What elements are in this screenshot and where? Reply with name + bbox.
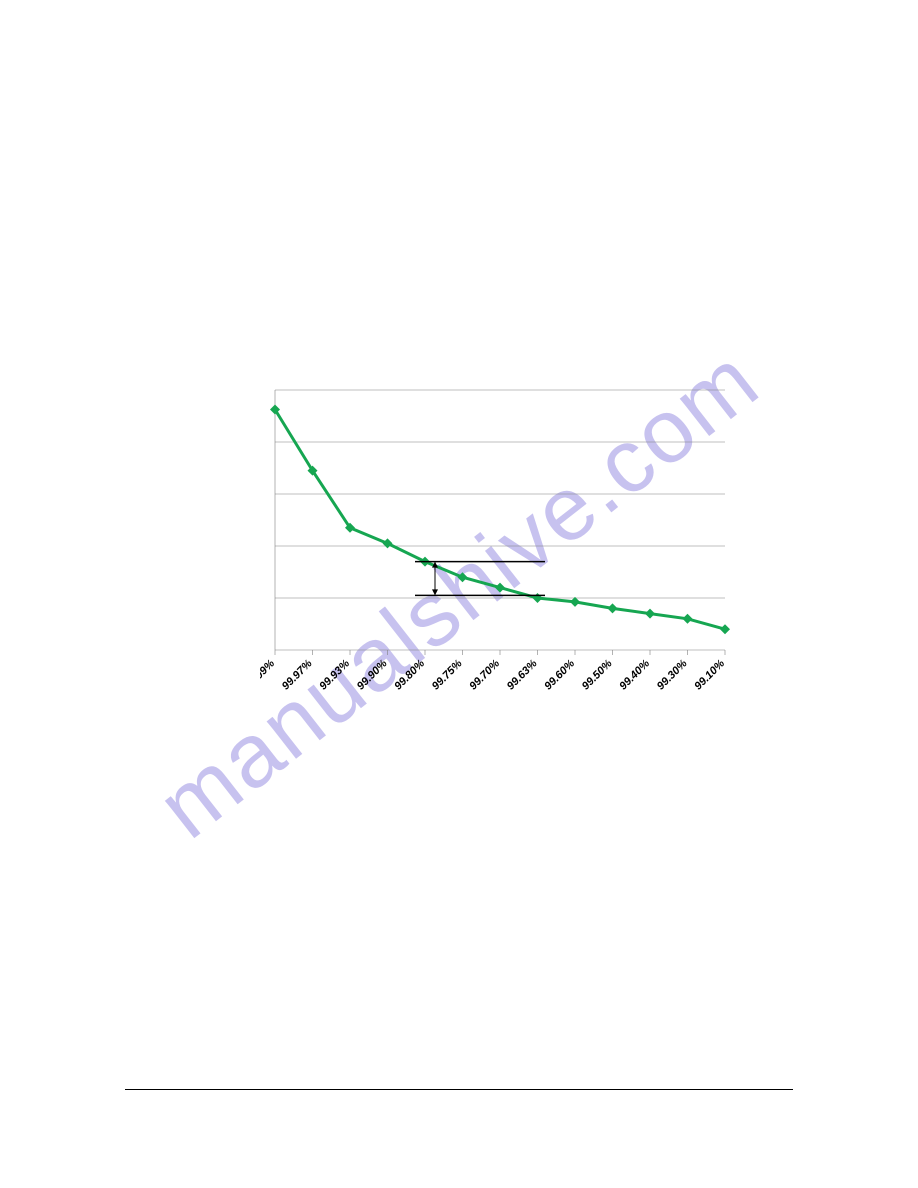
- svg-text:99.75%: 99.75%: [430, 657, 465, 692]
- chart-svg: 99.99%99.97%99.93%99.90%99.80%99.75%99.7…: [260, 380, 740, 740]
- svg-text:99.99%: 99.99%: [260, 657, 277, 692]
- line-chart: 99.99%99.97%99.93%99.90%99.80%99.75%99.7…: [260, 380, 740, 740]
- footer-divider: [125, 1089, 793, 1090]
- svg-text:99.60%: 99.60%: [542, 657, 577, 692]
- svg-text:99.63%: 99.63%: [505, 657, 540, 692]
- svg-text:99.40%: 99.40%: [617, 657, 652, 692]
- svg-text:99.10%: 99.10%: [692, 657, 727, 692]
- svg-text:99.90%: 99.90%: [355, 657, 390, 692]
- svg-text:99.30%: 99.30%: [655, 657, 690, 692]
- svg-text:99.50%: 99.50%: [580, 657, 615, 692]
- svg-text:99.80%: 99.80%: [392, 657, 427, 692]
- svg-text:99.97%: 99.97%: [280, 657, 315, 692]
- svg-text:99.70%: 99.70%: [467, 657, 502, 692]
- svg-text:99.93%: 99.93%: [317, 657, 352, 692]
